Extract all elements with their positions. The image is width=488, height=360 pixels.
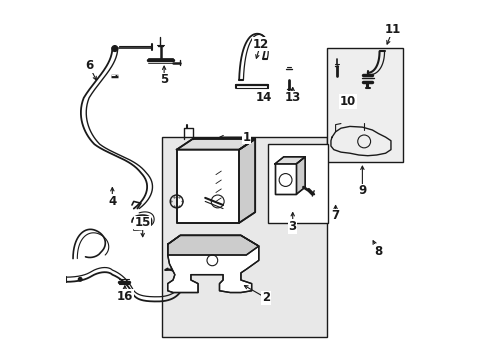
Text: 9: 9 — [358, 184, 366, 197]
Polygon shape — [167, 235, 258, 255]
Text: 6: 6 — [85, 59, 93, 72]
Bar — [267, 144, 328, 223]
Text: 10: 10 — [339, 95, 355, 108]
Text: 7: 7 — [331, 209, 339, 222]
Text: 11: 11 — [384, 23, 400, 36]
Text: 3: 3 — [288, 220, 296, 233]
Text: 15: 15 — [134, 216, 151, 229]
Text: 14: 14 — [255, 91, 272, 104]
Polygon shape — [167, 235, 258, 293]
Polygon shape — [296, 157, 305, 194]
Polygon shape — [274, 157, 305, 164]
Bar — [326, 48, 403, 162]
Polygon shape — [176, 150, 239, 223]
Circle shape — [112, 46, 118, 51]
Text: 1: 1 — [242, 131, 250, 144]
Text: 8: 8 — [374, 245, 382, 258]
Text: 5: 5 — [160, 73, 168, 86]
Text: 12: 12 — [252, 38, 268, 51]
Text: 16: 16 — [117, 289, 133, 303]
Polygon shape — [176, 139, 255, 150]
Polygon shape — [239, 139, 255, 223]
Polygon shape — [274, 164, 296, 194]
Text: 4: 4 — [108, 195, 116, 208]
Text: 2: 2 — [262, 291, 269, 305]
Circle shape — [78, 278, 82, 281]
Bar — [162, 137, 326, 337]
Text: 13: 13 — [284, 91, 300, 104]
